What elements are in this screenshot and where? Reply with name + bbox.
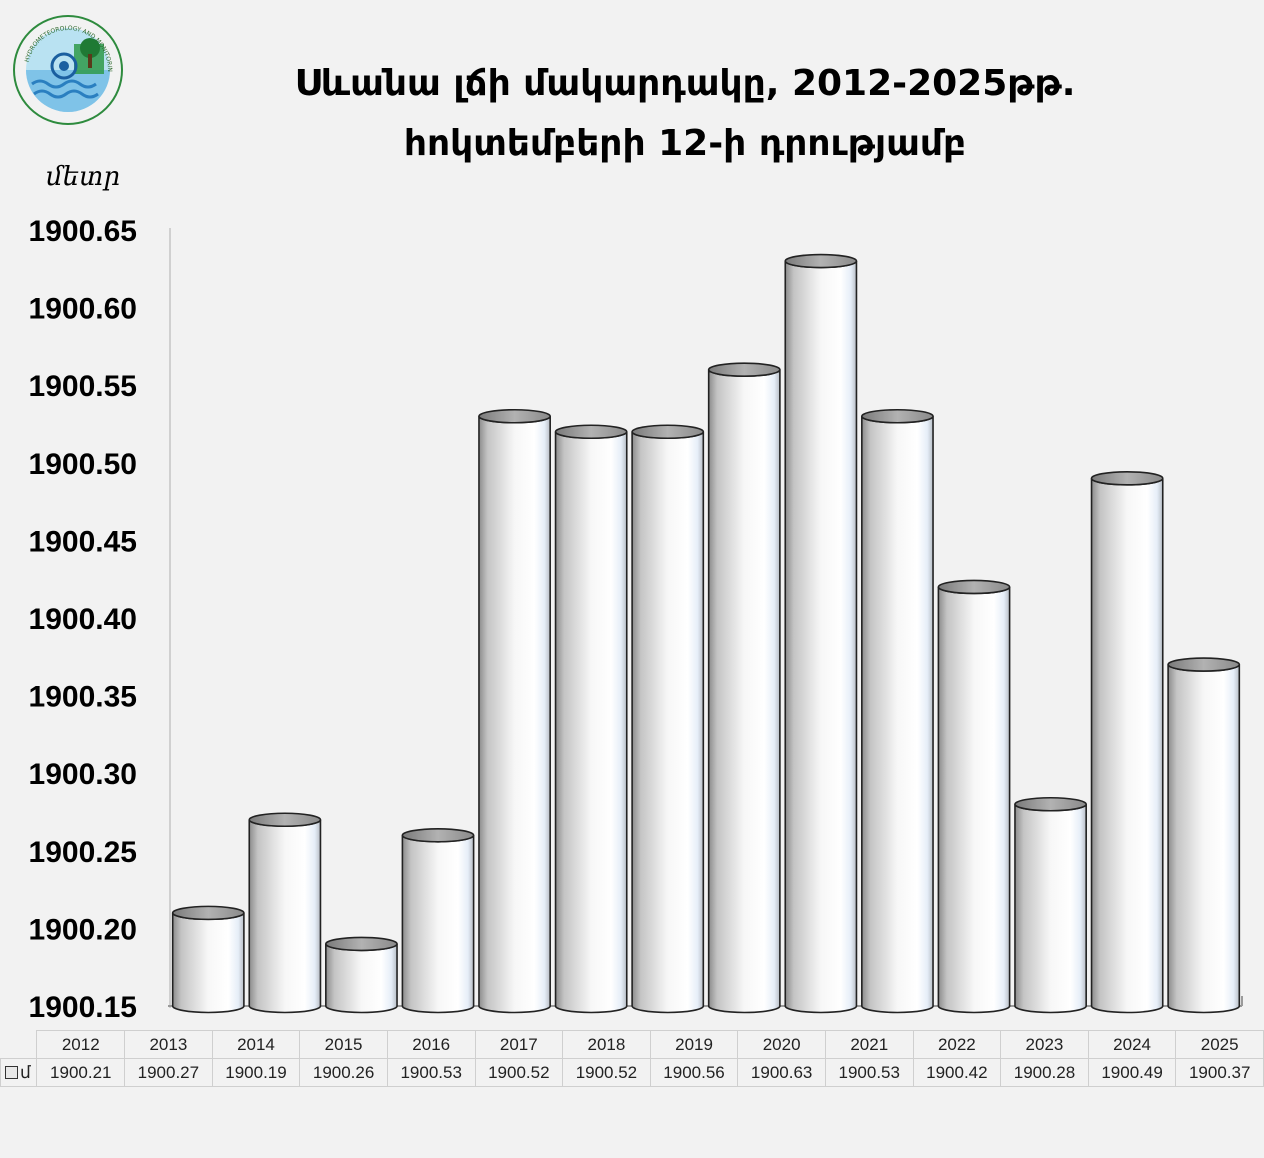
table-value-cell: 1900.27 [124,1058,213,1087]
bar-chart: 1900.65 1900.60 1900.55 1900.50 1900.45 1900.… [29,215,1243,1024]
y-tick-label: 1900.50 [29,448,137,481]
table-value-cell: 1900.28 [1000,1058,1089,1087]
table-year-cell: 2019 [649,1030,739,1059]
bar-top [1090,471,1164,486]
table-value-cell: 1900.53 [824,1058,914,1087]
bars-group [171,253,1241,1014]
bar-top [1167,657,1241,672]
bar-2024 [1090,471,1164,1014]
bar-top [631,424,705,440]
data-table: 2012 2013 2014 2015 2016 2017 2018 2019 2020 2021… [0,1030,1264,1087]
table-year-cell: 2014 [211,1030,301,1059]
bar-top [861,408,934,424]
bar-2020 [784,253,858,1014]
bar-top [937,579,1011,595]
y-tick-label: 1900.30 [29,758,137,791]
bar-body [861,415,934,1014]
table-value-cell: 1900.21 [36,1058,126,1087]
bar-2015 [401,827,475,1014]
bar-2012 [171,905,245,1014]
table-value-row: մ 1900.21 1900.27 1900.19 1900.26 1900.53 190… [0,1058,1264,1087]
bar-body [171,912,245,1014]
bar-2025 [1167,657,1241,1014]
bar-2021 [861,408,934,1014]
bar-top [784,253,858,269]
bar-top [248,812,322,828]
bar-2016 [478,408,551,1014]
bar-2013 [248,812,322,1014]
y-tick-label: 1900.60 [29,293,137,326]
bar-2019 [707,362,781,1014]
table-value-cell: 1900.63 [737,1058,826,1087]
table-value-cell: 1900.53 [386,1058,476,1087]
bar-top [401,827,475,843]
y-tick-label: 1900.25 [29,836,137,869]
bar-body [478,415,551,1014]
chart-title: Սևանա լճի մակարդակը, 2012-2025թթ. հոկտեմ… [180,54,1190,174]
table-year-cell: 2017 [474,1030,564,1059]
table-value-cell: 1900.49 [1087,1058,1177,1087]
y-tick-label: 1900.15 [29,991,137,1024]
y-tick-label: 1900.40 [29,603,137,636]
table-value-cell: 1900.37 [1175,1058,1264,1087]
bar-top [171,905,245,921]
table-corner [0,1030,38,1059]
table-year-cell: 2020 [737,1030,826,1059]
bar-top [707,362,781,377]
bar-body [1014,803,1087,1014]
table-value-cell: 1900.56 [649,1058,739,1087]
bar-2014 [325,936,398,1014]
table-year-cell: 2015 [299,1030,388,1059]
bar-2017 [554,424,628,1014]
table-year-cell: 2013 [124,1030,213,1059]
bar-body [1167,664,1241,1014]
table-value-cell: 1900.26 [299,1058,388,1087]
bar-body [401,835,475,1014]
bar-2018 [631,424,705,1014]
table-year-cell: 2023 [1000,1030,1089,1059]
bar-body [325,943,398,1014]
y-tick-label: 1900.20 [29,913,137,946]
table-value-cell: 1900.19 [211,1058,301,1087]
bar-body [784,260,858,1014]
legend-label: մ [20,1062,31,1082]
y-tick-label: 1900.35 [29,681,137,714]
table-year-cell: 2016 [386,1030,476,1059]
bar-body [248,819,322,1014]
table-value-cell: 1900.42 [912,1058,1002,1087]
hydromet-logo: HYDROMETEOROLOGY AND MONITORING CENTER [9,9,124,126]
bar-top [1014,796,1087,812]
bar-top [554,424,628,440]
table-header-row: 2012 2013 2014 2015 2016 2017 2018 2019 2020 2021… [0,1030,1264,1059]
bar-2022 [937,579,1011,1014]
bar-top [325,936,398,952]
bar-body [631,431,705,1014]
table-year-cell: 2021 [824,1030,914,1059]
table-year-cell: 2024 [1087,1030,1177,1059]
table-value-cell: 1900.52 [562,1058,651,1087]
y-tick-label: 1900.65 [29,215,137,248]
bar-top [478,408,551,424]
bar-body [707,369,781,1014]
table-year-cell: 2025 [1175,1030,1264,1059]
bar-body [937,586,1011,1014]
legend-key-icon [5,1065,18,1079]
y-axis-unit-label: մետր [46,162,120,192]
title-line-1: Սևանա լճի մակարդակը, 2012-2025թթ. [294,63,1076,104]
y-tick-label: 1900.55 [29,370,137,403]
table-value-cell: 1900.52 [474,1058,564,1087]
table-year-cell: 2022 [912,1030,1002,1059]
table-year-cell: 2012 [36,1030,126,1059]
title-line-2: հոկտեմբերի 12-ի դրությամբ [403,123,967,164]
bar-body [1090,478,1164,1014]
bar-2023 [1014,796,1087,1014]
bar-body [554,431,628,1014]
table-legend-cell: մ [0,1058,38,1087]
table-year-cell: 2018 [562,1030,651,1059]
y-tick-label: 1900.45 [29,525,137,558]
